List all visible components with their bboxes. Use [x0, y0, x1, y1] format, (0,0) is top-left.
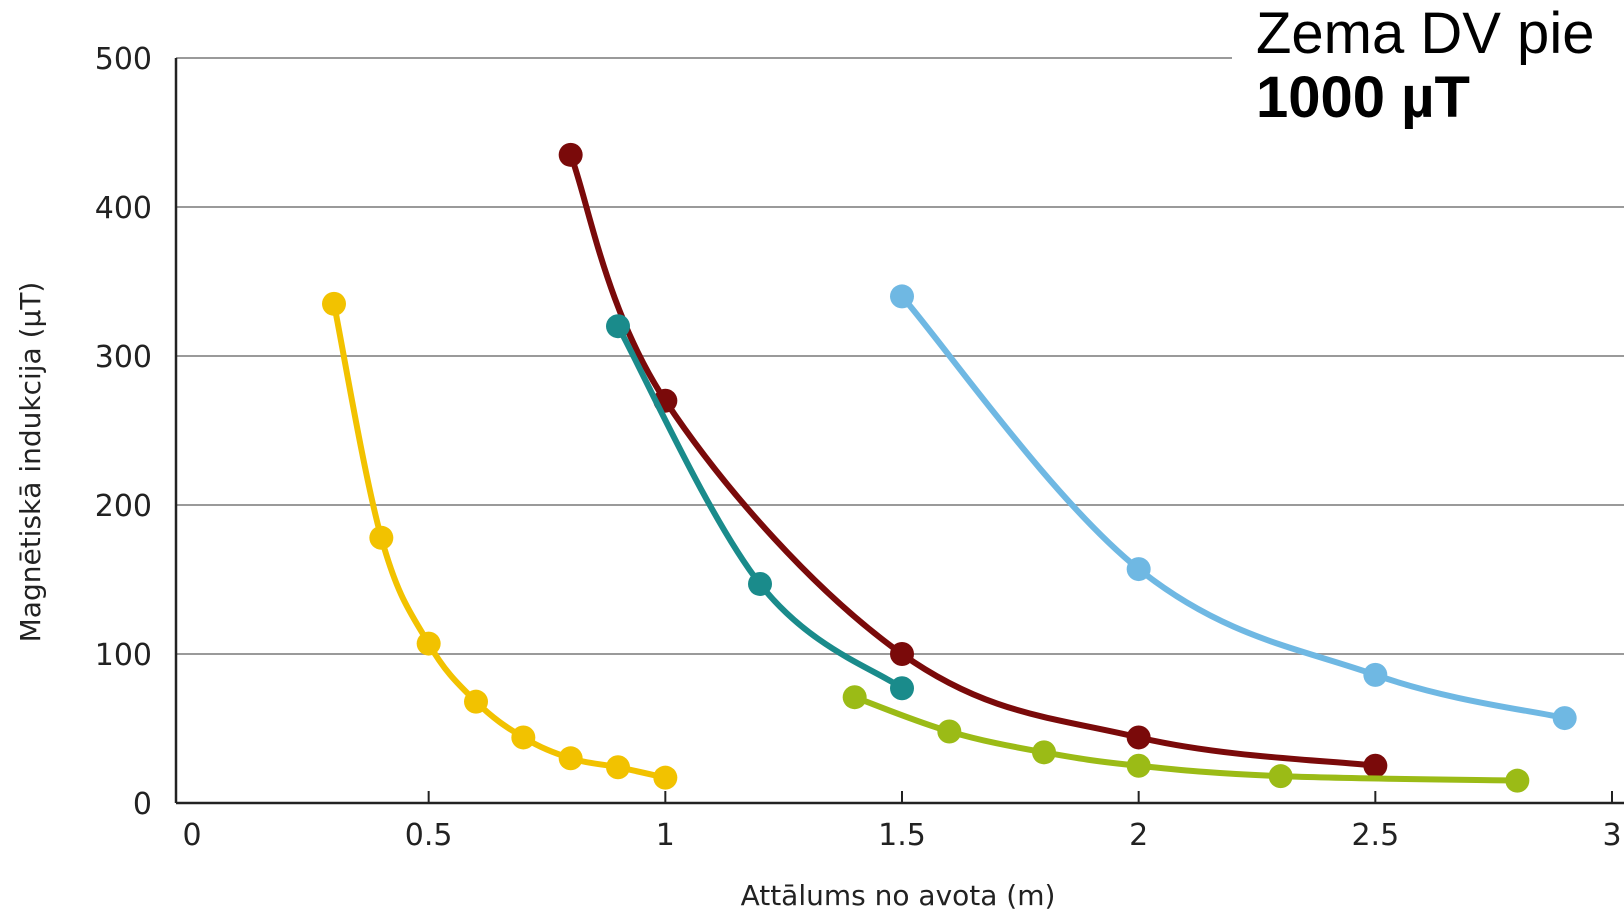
x-tick-label: 1.5	[878, 818, 926, 853]
x-tick-label: 0.5	[405, 818, 453, 853]
data-point	[748, 571, 772, 596]
y-tick-labels: 0 100 200 300 400 500	[95, 42, 152, 822]
x-tick-label: 2.5	[1351, 818, 1399, 853]
annotation-line-2: 1000 µT	[1256, 65, 1470, 130]
data-point	[937, 719, 962, 744]
data-point	[558, 746, 583, 771]
data-point	[464, 689, 488, 714]
data-point	[511, 725, 536, 750]
series-3	[606, 314, 914, 701]
data-point	[890, 642, 914, 666]
x-tick-label: 2	[1129, 818, 1148, 853]
y-tick-label: 100	[95, 638, 152, 673]
axes	[174, 58, 1624, 805]
data-point	[1505, 768, 1530, 793]
data-point	[1552, 706, 1577, 731]
x-tick-label: 0	[182, 818, 201, 853]
data-point	[1126, 557, 1151, 582]
series-5	[890, 284, 1577, 731]
series-4	[842, 685, 1530, 793]
y-tick-label: 500	[95, 42, 152, 77]
series-group	[322, 142, 1577, 793]
data-point	[890, 676, 914, 701]
y-tick-label: 400	[95, 191, 152, 226]
data-point	[1363, 753, 1388, 778]
data-point	[1363, 662, 1388, 687]
data-point	[890, 284, 914, 309]
data-point	[558, 142, 583, 167]
x-tick-label: 3	[1602, 818, 1621, 853]
series-line	[615, 323, 905, 692]
y-axis-label: Magnētiskā indukcija (µT)	[14, 282, 47, 643]
data-point	[842, 685, 867, 710]
data-point	[369, 525, 394, 550]
x-tick-label: 1	[656, 818, 675, 853]
data-point	[1126, 725, 1151, 750]
data-point	[606, 755, 630, 780]
data-point	[606, 314, 630, 339]
data-point	[1268, 764, 1293, 789]
data-point	[1126, 753, 1151, 778]
series-1	[322, 291, 678, 790]
x-tick-labels: 0 0.5 1 1.5 2 2.5 3	[182, 818, 1621, 853]
data-point	[416, 631, 441, 656]
x-axis-label: Attālums no avota (m)	[741, 879, 1056, 912]
y-tick-label: 0	[133, 787, 152, 822]
annotation-line-1: Zema DV pie	[1256, 1, 1595, 66]
series-line	[567, 151, 1379, 769]
annotation-box: Zema DV pie 1000 µT	[1256, 2, 1594, 130]
grid-lines	[176, 57, 1624, 655]
y-tick-label: 300	[95, 340, 152, 375]
data-point	[322, 291, 346, 316]
y-tick-label: 200	[95, 489, 152, 524]
data-point	[1032, 740, 1056, 765]
series-line	[899, 293, 1568, 722]
data-point	[653, 765, 678, 790]
